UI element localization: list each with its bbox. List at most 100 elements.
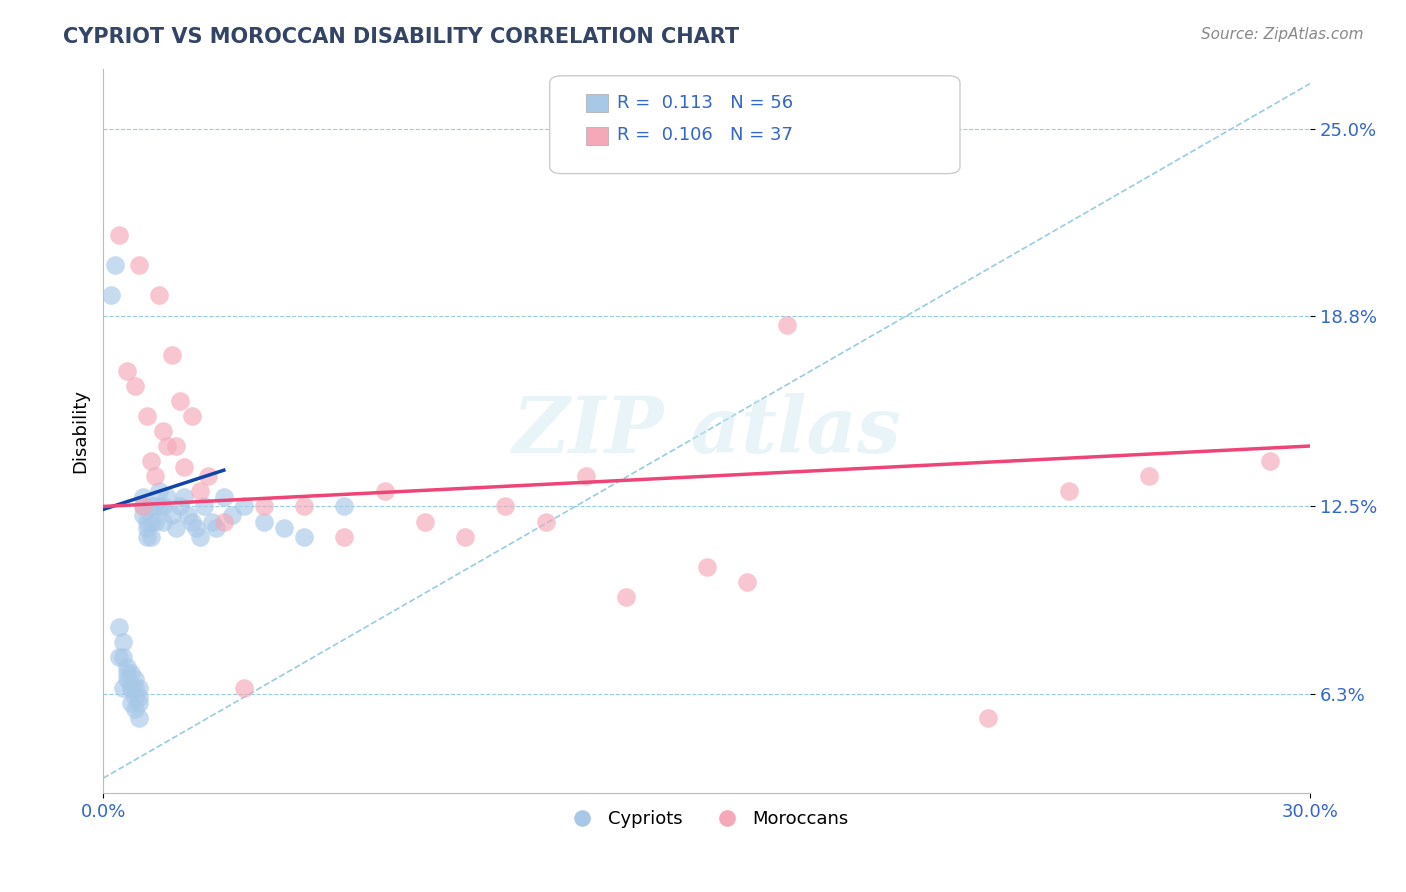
Text: ZIP atlas: ZIP atlas [512, 392, 901, 469]
FancyBboxPatch shape [586, 94, 607, 112]
Point [124, 681, 146, 695]
Point [120, 665, 142, 680]
Point [120, 696, 142, 710]
Point [273, 520, 295, 534]
Point [180, 515, 202, 529]
Point [232, 500, 254, 514]
Point [117, 363, 139, 377]
FancyBboxPatch shape [586, 127, 607, 145]
Point [204, 520, 226, 534]
Point [180, 409, 202, 423]
Point [141, 500, 163, 514]
Point [108, 227, 131, 242]
Point [145, 500, 167, 514]
Point [176, 508, 198, 523]
Point [141, 454, 163, 468]
Point [120, 681, 142, 695]
Point [776, 318, 799, 333]
Point [193, 500, 215, 514]
Point [413, 515, 436, 529]
Point [117, 672, 139, 686]
Point [253, 515, 276, 529]
Point [104, 258, 127, 272]
Point [614, 590, 637, 604]
Point [188, 484, 211, 499]
Point [145, 469, 167, 483]
Point [534, 515, 557, 529]
Y-axis label: Disability: Disability [72, 389, 89, 473]
Point [333, 500, 356, 514]
Point [108, 650, 131, 665]
Point [212, 491, 235, 505]
Point [232, 681, 254, 695]
Point [253, 500, 276, 514]
Point [696, 559, 718, 574]
Point [169, 500, 191, 514]
Point [136, 409, 159, 423]
Point [132, 508, 155, 523]
Point [136, 520, 159, 534]
Point [132, 491, 155, 505]
Point [120, 681, 142, 695]
Point [160, 348, 183, 362]
Text: R =  0.106   N = 37: R = 0.106 N = 37 [617, 126, 793, 145]
Point [141, 515, 163, 529]
Point [160, 508, 183, 523]
Point [128, 696, 150, 710]
Point [292, 530, 315, 544]
Point [112, 681, 135, 695]
Point [112, 635, 135, 649]
Point [494, 500, 516, 514]
Point [128, 258, 150, 272]
Point [148, 484, 170, 499]
Point [136, 530, 159, 544]
Text: R =  0.113   N = 56: R = 0.113 N = 56 [617, 94, 793, 112]
Point [977, 711, 1000, 725]
Point [124, 672, 146, 686]
Point [112, 650, 135, 665]
Point [169, 393, 191, 408]
Point [184, 520, 207, 534]
Point [132, 500, 155, 514]
Legend: Cypriots, Moroccans: Cypriots, Moroccans [557, 803, 856, 835]
Point [148, 288, 170, 302]
Point [108, 620, 131, 634]
Point [156, 439, 179, 453]
Point [117, 659, 139, 673]
Point [128, 711, 150, 725]
Point [1258, 454, 1281, 468]
Point [152, 424, 174, 438]
Point [128, 690, 150, 704]
Text: Source: ZipAtlas.com: Source: ZipAtlas.com [1201, 27, 1364, 42]
Point [201, 515, 224, 529]
Point [165, 520, 187, 534]
Point [188, 530, 211, 544]
Point [152, 515, 174, 529]
Point [454, 530, 477, 544]
Point [100, 288, 122, 302]
Point [132, 500, 155, 514]
Point [117, 665, 139, 680]
Point [152, 500, 174, 514]
Point [735, 574, 758, 589]
Point [156, 491, 179, 505]
Point [212, 515, 235, 529]
Point [173, 460, 195, 475]
Text: CYPRIOT VS MOROCCAN DISABILITY CORRELATION CHART: CYPRIOT VS MOROCCAN DISABILITY CORRELATI… [63, 27, 740, 46]
Point [221, 508, 243, 523]
Point [173, 491, 195, 505]
FancyBboxPatch shape [550, 76, 960, 174]
Point [165, 439, 187, 453]
Point [333, 530, 356, 544]
Point [124, 690, 146, 704]
Point [148, 500, 170, 514]
Point [1137, 469, 1160, 483]
Point [136, 515, 159, 529]
Point [145, 515, 167, 529]
Point [575, 469, 598, 483]
Point [128, 681, 150, 695]
Point [124, 702, 146, 716]
Point [1057, 484, 1080, 499]
Point [124, 378, 146, 392]
Point [292, 500, 315, 514]
